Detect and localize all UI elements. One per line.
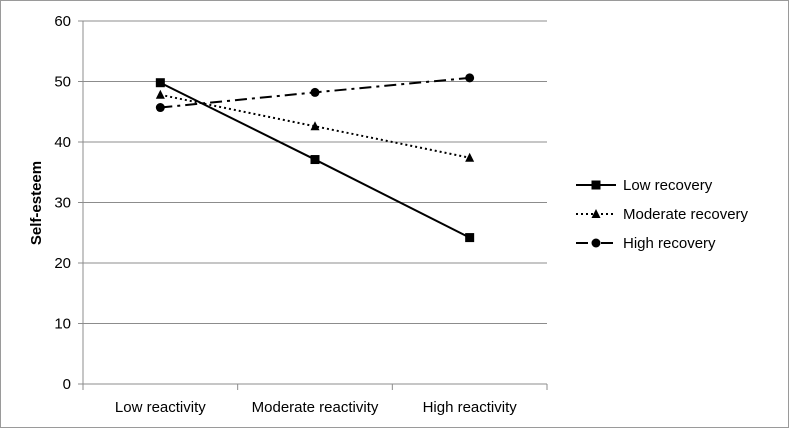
legend-marker-low-recovery xyxy=(591,180,601,190)
y-tick-label-20: 20 xyxy=(54,255,71,272)
axes xyxy=(78,20,548,390)
point-low-recovery-1 xyxy=(310,155,320,165)
y-tick-label-30: 30 xyxy=(54,195,71,212)
y-axis-title: Self-esteem xyxy=(28,161,45,245)
gridlines xyxy=(83,20,547,324)
x-tick-label-high-reactivity: High reactivity xyxy=(423,399,518,416)
point-high-recovery-0 xyxy=(155,103,165,113)
point-low-recovery-2 xyxy=(465,233,475,243)
y-tick-label-10: 10 xyxy=(54,316,71,333)
point-low-recovery-0 xyxy=(155,78,165,88)
y-tick-label-50: 50 xyxy=(54,74,71,91)
point-moderate-recovery-1 xyxy=(310,121,320,131)
legend-label-high-recovery: High recovery xyxy=(623,235,716,252)
legend: Low recovery Moderate recovery High recove… xyxy=(576,177,749,252)
point-high-recovery-2 xyxy=(465,73,475,83)
y-tick-label-0: 0 xyxy=(63,376,71,393)
y-tick-label-60: 60 xyxy=(54,13,71,30)
legend-marker-moderate-recovery xyxy=(591,209,601,218)
legend-label-moderate-recovery: Moderate recovery xyxy=(623,206,749,223)
point-high-recovery-1 xyxy=(310,87,320,97)
y-tick-labels: 0 10 20 30 40 50 60 xyxy=(54,13,71,393)
y-tick-label-40: 40 xyxy=(54,134,71,151)
x-tick-label-moderate-reactivity: Moderate reactivity xyxy=(252,399,379,416)
point-moderate-recovery-2 xyxy=(465,152,475,162)
x-tick-label-low-reactivity: Low reactivity xyxy=(115,399,206,416)
legend-label-low-recovery: Low recovery xyxy=(623,177,713,194)
point-moderate-recovery-0 xyxy=(155,89,165,99)
x-tick-labels: Low reactivity Moderate reactivity High re… xyxy=(115,399,517,416)
legend-marker-high-recovery xyxy=(591,238,601,248)
series-markers xyxy=(155,73,475,243)
